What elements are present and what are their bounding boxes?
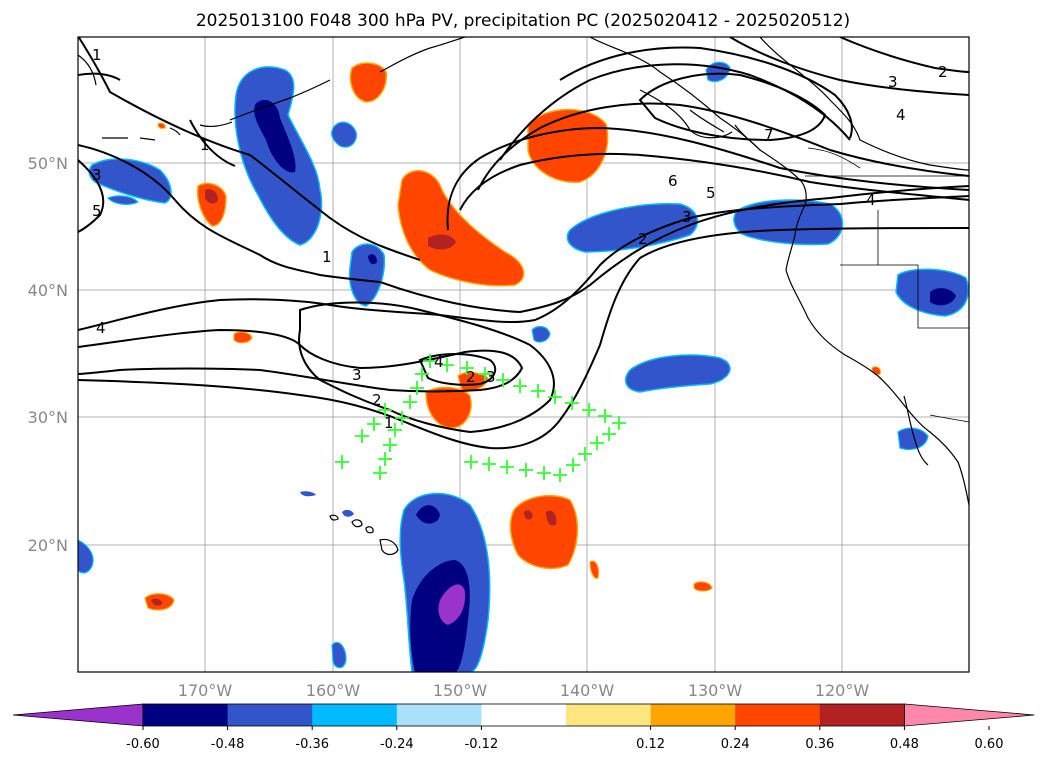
colorbar-frame <box>142 703 905 727</box>
colorbar-tick-label: 0.36 <box>805 737 834 752</box>
contour-label: 4 <box>434 353 444 371</box>
latitude-labels: 50°N 40°N 30°N 20°N <box>28 154 68 555</box>
colorbar-segment <box>735 704 821 726</box>
lat-label: 30°N <box>28 408 68 427</box>
lat-label: 40°N <box>28 281 68 300</box>
contour-label: 6 <box>668 172 678 190</box>
colorbar-tick-label: 0.48 <box>890 737 919 752</box>
contour-label: 4 <box>896 106 906 124</box>
figure-title: 2025013100 F048 300 hPa PV, precipitatio… <box>196 11 850 31</box>
lat-label: 50°N <box>28 154 68 173</box>
contour-label: 3 <box>352 366 362 384</box>
longitude-labels: 170°W 160°W 150°W 140°W 130°W 120°W <box>178 681 870 700</box>
track-markers <box>335 354 626 482</box>
negative-precip-areas <box>78 61 969 672</box>
contour-label: 2 <box>466 368 476 386</box>
lon-label: 120°W <box>815 681 870 700</box>
contour-label: 2 <box>372 391 382 409</box>
contour-label: 1 <box>200 136 210 154</box>
colorbar-segment <box>396 704 482 726</box>
lon-label: 130°W <box>688 681 743 700</box>
contour-label: 5 <box>92 202 102 220</box>
colorbar-tick-label: 0.24 <box>721 737 750 752</box>
contour-label: 3 <box>92 166 102 184</box>
lat-label: 20°N <box>28 536 68 555</box>
colorbar-tick-label: -0.24 <box>380 737 414 752</box>
contour-label: 5 <box>706 184 716 202</box>
colorbar-tick-label: -0.60 <box>126 737 160 752</box>
contour-label: 1 <box>384 414 394 432</box>
colorbar-tick-label: -0.48 <box>211 737 245 752</box>
colorbar-segment <box>650 704 736 726</box>
colorbar-tick-label: 0.60 <box>975 737 1004 752</box>
lon-label: 150°W <box>433 681 488 700</box>
contour-label: 2 <box>638 230 648 248</box>
map-frame <box>77 36 970 673</box>
colorbar-extend-high <box>904 703 1035 727</box>
contour-label: 3 <box>486 368 496 386</box>
contour-label: 7 <box>764 126 774 144</box>
colorbar-segment <box>312 704 398 726</box>
map-background <box>78 37 969 672</box>
colorbar: -0.60 -0.48 -0.36 -0.24 -0.12 0.12 0.24 0.36 0.4… <box>12 703 1035 752</box>
lon-label: 160°W <box>306 681 361 700</box>
contour-label: 1 <box>92 46 102 64</box>
colorbar-segment <box>481 704 567 726</box>
contour-labels: 1 1 1 1 2 2 2 3 3 3 3 4 4 4 5 5 6 7 2 3 … <box>92 46 948 432</box>
map-layers: 1 1 1 1 2 2 2 3 3 3 3 4 4 4 5 5 6 7 2 3 … <box>78 37 969 672</box>
contour-label: 3 <box>682 208 692 226</box>
colorbar-tick-label: -0.36 <box>295 737 329 752</box>
colorbar-segment <box>566 704 652 726</box>
contour-label: 4 <box>866 191 876 209</box>
colorbar-extend-low <box>12 703 144 727</box>
colorbar-segment <box>143 704 229 726</box>
lon-label: 170°W <box>178 681 233 700</box>
contour-label: 3 <box>888 73 898 91</box>
colorbar-segment <box>819 704 905 726</box>
colorbar-tick-label: 0.12 <box>636 737 665 752</box>
contour-label: 1 <box>322 248 332 266</box>
pv-contours <box>78 37 969 450</box>
contour-label: 2 <box>938 63 948 81</box>
contour-label: 4 <box>96 319 106 337</box>
lon-label: 140°W <box>560 681 615 700</box>
coastlines <box>78 37 969 556</box>
colorbar-segment <box>227 704 313 726</box>
colorbar-tick-label: -0.12 <box>465 737 499 752</box>
